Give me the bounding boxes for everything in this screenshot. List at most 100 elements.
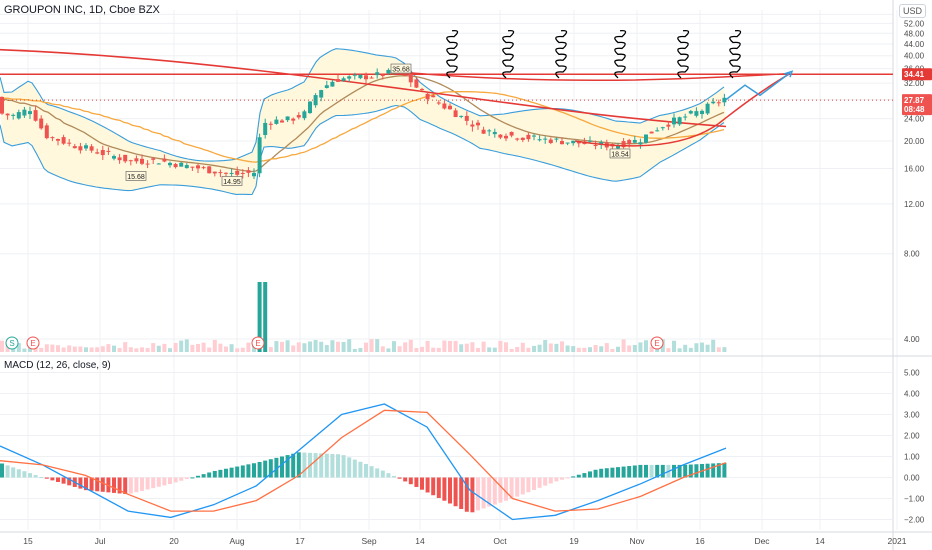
volume-bar — [201, 342, 206, 352]
date-tick-label: Oct — [493, 536, 507, 546]
candle-body — [341, 78, 346, 81]
volume-bar — [134, 348, 139, 352]
macd-histogram-bar — [16, 469, 21, 478]
volume-bar — [207, 347, 212, 352]
volume-bar — [431, 347, 436, 352]
volume-bar — [386, 348, 391, 352]
candle-body — [442, 103, 447, 109]
volume-bar — [464, 343, 469, 352]
candle-body — [621, 141, 626, 148]
event-marker — [251, 336, 265, 350]
volume-bar — [16, 343, 21, 352]
date-tick-label: Aug — [229, 536, 244, 546]
macd-histogram-bar — [56, 477, 60, 483]
volume-bar — [565, 345, 570, 352]
volume-bar — [358, 348, 363, 352]
date-tick-label: 17 — [295, 536, 305, 546]
candle-body — [84, 145, 88, 149]
bollinger-upper-line — [0, 48, 725, 162]
cup-curve — [409, 72, 791, 82]
macd-histogram-bar — [274, 457, 279, 478]
low-value-label-text: 18.54 — [611, 151, 629, 158]
macd-histogram-bar — [280, 456, 284, 478]
volume-bar — [644, 340, 648, 352]
macd-histogram-bar — [571, 476, 576, 478]
macd-histogram-bar — [481, 477, 486, 509]
candle-body — [520, 137, 525, 140]
macd-histogram-bar — [324, 453, 329, 478]
price-tick-label: 52.00 — [904, 19, 925, 28]
macd-histogram-bar — [644, 464, 648, 478]
candle-body — [644, 134, 648, 143]
candle-body — [67, 142, 72, 144]
volume-bar — [492, 347, 497, 352]
volume-bar — [56, 345, 60, 352]
candle-body — [78, 146, 83, 151]
macd-histogram-bar — [694, 464, 699, 478]
event-marker — [5, 336, 19, 350]
volume-bar — [688, 347, 693, 352]
macd-histogram-bar — [240, 465, 245, 478]
candle-body — [548, 139, 553, 144]
volume-bar — [341, 341, 346, 352]
macd-title: MACD (12, 26, close, 9) — [4, 360, 111, 371]
macd-histogram-bar — [224, 468, 228, 478]
candle-body — [11, 114, 16, 116]
candle-body — [464, 115, 469, 121]
volume-bar — [666, 348, 671, 352]
macd-histogram-bar — [660, 464, 665, 478]
candle-body — [364, 75, 368, 80]
candle-body — [593, 144, 598, 146]
steam-squiggle — [614, 29, 627, 79]
high-value-label — [390, 63, 412, 74]
candle-body — [588, 140, 592, 142]
volume-bar — [50, 344, 55, 352]
candle-body — [716, 102, 721, 104]
macd-histogram-bar — [722, 462, 727, 478]
volume-bar — [509, 348, 514, 352]
macd-histogram-bar — [649, 464, 654, 478]
macd-histogram-bar — [201, 474, 206, 478]
candle-body — [5, 113, 10, 116]
volume-bar — [218, 343, 223, 352]
macd-histogram-bar — [492, 477, 497, 505]
macd-histogram-bar — [140, 477, 144, 491]
candle-body — [207, 166, 212, 174]
candle-body — [526, 134, 531, 140]
candle-body — [722, 97, 727, 103]
macd-histogram-bar — [302, 452, 307, 478]
macd-histogram-bar — [364, 463, 368, 478]
candle-body — [330, 81, 335, 87]
volume-bar — [560, 341, 564, 352]
volume-bar — [649, 346, 654, 352]
volume-bar — [263, 282, 268, 352]
volume-bar — [672, 340, 676, 352]
macd-tick-label: 2.00 — [904, 432, 920, 441]
candle-body — [134, 158, 139, 162]
volume-bar — [481, 341, 486, 352]
macd-histogram-bar — [672, 464, 676, 478]
macd-histogram-bar — [347, 457, 352, 478]
candle-body — [274, 119, 279, 124]
currency-badge[interactable]: USD — [898, 4, 926, 18]
macd-histogram-bar — [380, 470, 385, 478]
candle-body — [246, 170, 251, 173]
candle-body — [683, 116, 688, 118]
volume-bar — [145, 348, 150, 352]
volume-bar — [112, 345, 116, 352]
candle-body — [515, 138, 520, 140]
macd-histogram-bar — [560, 477, 564, 480]
macd-histogram-bar — [207, 472, 212, 478]
macd-histogram-bar — [123, 477, 128, 495]
macd-histogram-bar — [162, 477, 167, 486]
steam-squiggle — [729, 29, 742, 79]
macd-histogram-bar — [683, 464, 688, 478]
volume-bar — [576, 347, 581, 352]
candle-body — [308, 101, 312, 114]
volume-bar — [274, 341, 279, 352]
level-price-tag — [902, 68, 932, 81]
candle-body — [140, 158, 144, 164]
